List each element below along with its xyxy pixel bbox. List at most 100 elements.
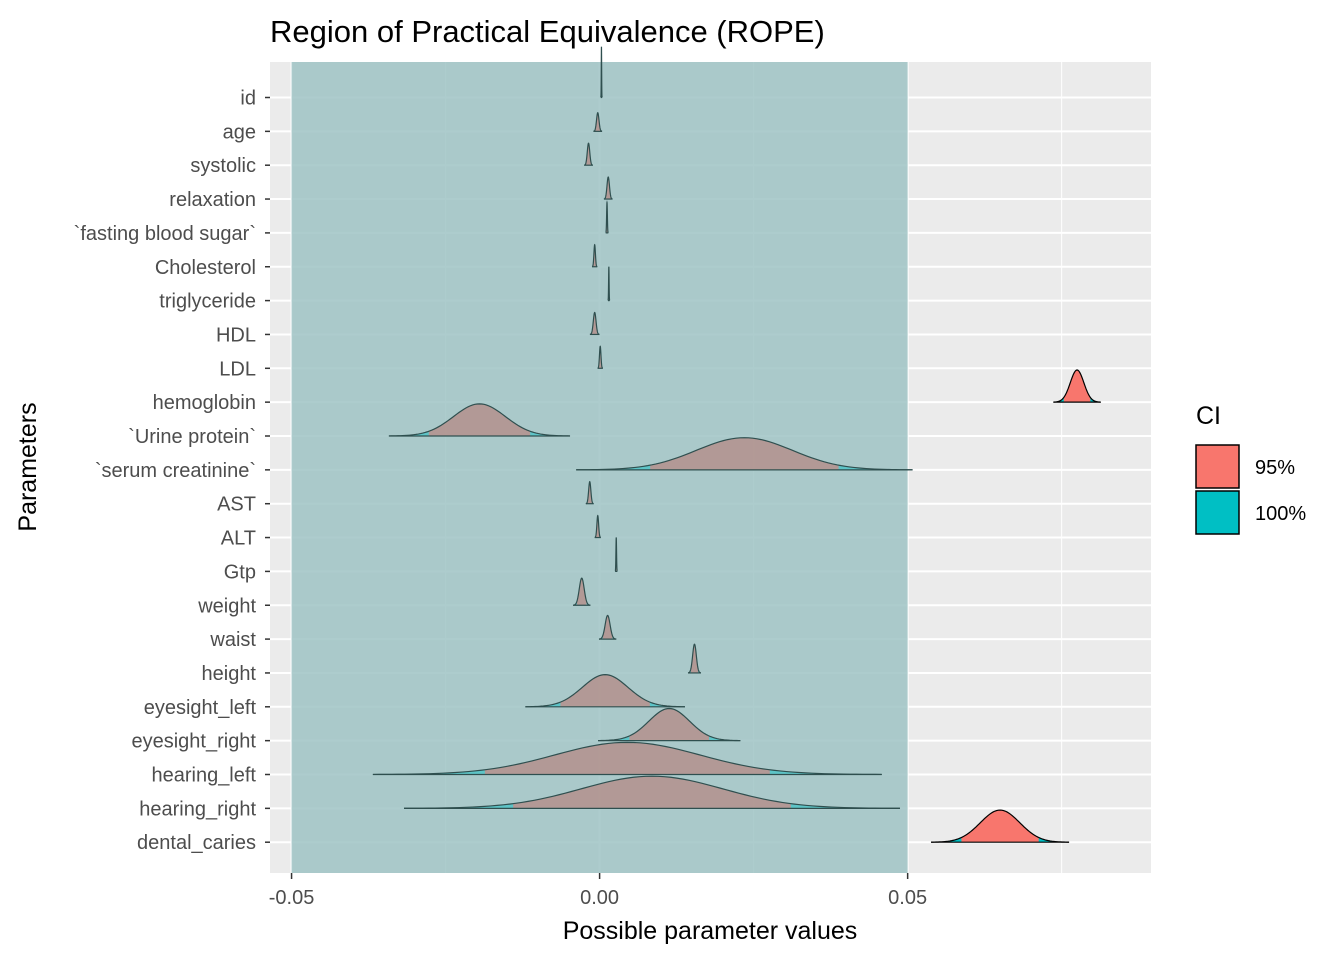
x-axis-ticks: -0.05 0.00 0.05 <box>269 873 927 909</box>
y-tick-label-22: dental_caries <box>137 832 256 854</box>
density-id <box>600 46 603 99</box>
ci-95-area <box>650 437 839 470</box>
density-outline <box>931 809 1070 843</box>
ci-95-area <box>576 578 587 606</box>
density-fasting-blood-sugar <box>605 200 609 234</box>
density-outline <box>576 437 913 471</box>
density-outline <box>598 614 617 640</box>
density-hearing-left <box>372 741 882 776</box>
ci-95-area <box>484 742 770 775</box>
ci-95-area <box>602 615 613 640</box>
density-dental-caries <box>931 809 1070 843</box>
ci-95-area <box>605 177 611 200</box>
density-eyesight-right <box>598 707 741 742</box>
density-hdl <box>589 311 600 336</box>
density-weight <box>573 577 591 606</box>
legend-key-0 <box>1195 444 1240 489</box>
ci-95-area <box>961 810 1039 843</box>
density-relaxation <box>603 176 613 200</box>
density-hemoglobin <box>1053 369 1101 403</box>
y-tick-label-19: eyesight_right <box>131 731 256 753</box>
y-tick-label-4: `fasting blood sugar` <box>74 223 256 245</box>
y-tick-label-2: systolic <box>190 155 256 177</box>
density-outline <box>573 577 591 606</box>
density-ast <box>585 480 594 505</box>
y-tick-label-5: Cholesterol <box>155 257 256 279</box>
legend: CI 95% 100% <box>1195 402 1306 535</box>
density-outline <box>585 480 594 505</box>
y-tick-label-14: Gtp <box>224 561 256 583</box>
density-alt <box>594 514 601 539</box>
density-triglyceride <box>607 266 611 302</box>
density-height <box>687 643 702 674</box>
density-outline <box>372 741 882 776</box>
y-tick-label-12: AST <box>217 494 256 516</box>
density-outline <box>593 112 603 132</box>
ci-95-area <box>592 312 598 335</box>
y-tick-label-3: relaxation <box>169 189 256 211</box>
density-outline <box>591 243 598 268</box>
density-outline <box>614 537 618 572</box>
x-axis-label: Possible parameter values <box>563 917 858 945</box>
ci-95-area <box>690 644 699 673</box>
y-tick-label-1: age <box>223 121 256 143</box>
density-outline <box>600 46 603 98</box>
y-axis-label: Parameters <box>14 402 42 531</box>
y-tick-label-8: LDL <box>219 358 256 380</box>
density-ridges <box>372 46 1101 843</box>
density-ldl <box>597 345 603 369</box>
density-gtp <box>614 537 618 573</box>
density-hearing-right <box>403 775 900 809</box>
density-outline <box>605 200 609 234</box>
ci-95-area <box>595 112 601 132</box>
y-tick-label-11: `serum creatinine` <box>95 460 256 482</box>
y-tick-label-7: HDL <box>216 324 256 346</box>
density-outline <box>584 142 593 166</box>
y-tick-label-17: height <box>202 663 257 685</box>
density-age <box>593 112 603 132</box>
y-tick-label-21: hearing_right <box>139 798 256 820</box>
ci-95-area <box>560 674 650 707</box>
y-tick-label-18: eyesight_left <box>144 697 257 719</box>
ci-95-area <box>428 403 531 436</box>
density-outline <box>388 403 571 437</box>
density-outline <box>598 707 741 742</box>
density-outline <box>594 514 601 539</box>
density-systolic <box>584 142 593 166</box>
ci-95-area <box>1063 369 1091 403</box>
x-tick-label-2: 0.05 <box>888 887 927 909</box>
density-serum-creatinine <box>576 437 913 471</box>
x-tick-label-1: 0.00 <box>580 887 619 909</box>
legend-key-1 <box>1195 490 1240 535</box>
ci-95-area <box>629 708 710 741</box>
ci-95-area <box>513 776 791 809</box>
chart-title: Region of Practical Equivalence (ROPE) <box>270 14 825 49</box>
density-outline <box>687 643 702 674</box>
y-tick-label-0: id <box>240 88 256 110</box>
y-tick-label-15: weight <box>197 595 256 617</box>
density-outline <box>597 345 603 369</box>
y-tick-label-20: hearing_left <box>151 765 256 787</box>
ci-95-area <box>587 481 592 504</box>
legend-title: CI <box>1196 402 1221 430</box>
y-tick-label-16: waist <box>209 629 256 651</box>
y-tick-label-13: ALT <box>221 528 256 550</box>
legend-label-1: 100% <box>1255 503 1306 525</box>
y-tick-label-9: hemoglobin <box>153 392 256 414</box>
density-outline <box>589 311 600 335</box>
y-tick-label-10: `Urine protein` <box>128 426 256 448</box>
ci-95-area <box>586 143 591 166</box>
density-outline <box>603 176 613 200</box>
legend-label-0: 95% <box>1255 457 1295 479</box>
density-outline <box>525 674 685 708</box>
density-waist <box>598 614 617 640</box>
density-eyesight-left <box>525 674 685 708</box>
y-tick-label-6: triglyceride <box>159 291 256 313</box>
y-axis-ticks: id age systolic relaxation `fasting blood su… <box>74 88 270 854</box>
density-cholesterol <box>591 243 598 268</box>
density-outline <box>1053 369 1101 403</box>
density-urine-protein <box>388 403 571 437</box>
density-outline <box>403 775 900 809</box>
density-outline <box>607 266 611 301</box>
